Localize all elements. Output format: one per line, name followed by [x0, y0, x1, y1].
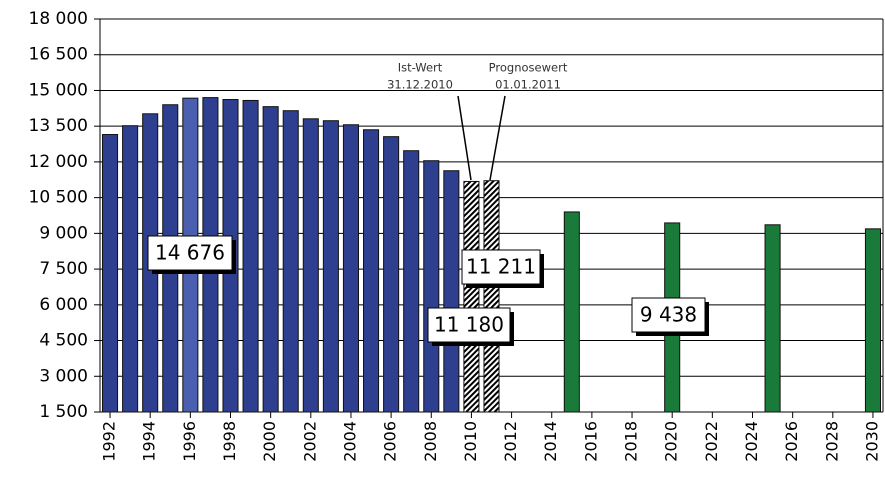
y-tick-label: 18 000 [29, 9, 88, 29]
x-tick-label: 1994 [140, 421, 159, 462]
value-label: 9 438 [640, 303, 697, 327]
y-tick-label: 15 000 [29, 80, 88, 100]
bar [764, 224, 781, 413]
annotation-line [457, 95, 472, 181]
bar [302, 118, 319, 413]
bar [262, 106, 279, 413]
annotation: 31.12.2010 [387, 78, 453, 92]
y-tick-label: 9 000 [39, 223, 88, 243]
value-label: 11 211 [466, 255, 536, 279]
y-tick-label: 4 500 [39, 331, 88, 351]
annotation: Prognosewert [489, 61, 568, 75]
y-tick-label: 6 000 [39, 295, 88, 315]
x-tick-label: 1996 [180, 421, 199, 462]
bar [342, 124, 359, 413]
annotation: Ist-Wert [398, 61, 443, 75]
value-label: 11 180 [434, 313, 504, 337]
x-tick-label: 2002 [300, 421, 319, 462]
x-tick-label: 2014 [541, 421, 560, 462]
x-tick-label: 2022 [702, 421, 721, 462]
bar [322, 120, 339, 413]
y-tick-label: 10 500 [29, 188, 88, 208]
x-tick-label: 2024 [742, 421, 761, 462]
bar [102, 134, 119, 413]
x-tick-label: 2018 [622, 421, 641, 462]
y-tick-label: 12 000 [29, 152, 88, 172]
bar [423, 160, 440, 413]
bar [282, 110, 299, 413]
y-tick-label: 13 500 [29, 116, 88, 136]
x-tick-label: 2012 [501, 421, 520, 462]
bar [242, 99, 259, 413]
x-tick-label: 2020 [662, 421, 681, 462]
label-box [427, 307, 511, 343]
bar [403, 150, 420, 413]
bar [122, 125, 139, 413]
x-tick-label: 2016 [581, 421, 600, 462]
bar [864, 228, 881, 413]
bar [483, 180, 500, 413]
x-tick-label: 2026 [782, 421, 801, 462]
value-label: 14 676 [155, 241, 225, 265]
annotation-line [489, 95, 506, 181]
x-tick-label: 1998 [220, 421, 239, 462]
bar [443, 170, 460, 413]
x-tick-label: 1992 [100, 421, 119, 462]
label-box [147, 235, 233, 271]
x-tick-label: 2028 [822, 421, 841, 462]
x-tick-label: 2004 [340, 421, 359, 462]
y-tick-label: 16 500 [29, 45, 88, 65]
y-tick-label: 7 500 [39, 259, 88, 279]
x-tick-label: 2006 [381, 421, 400, 462]
x-tick-label: 2008 [421, 421, 440, 462]
annotation: 01.01.2011 [495, 78, 561, 92]
label-box [461, 249, 541, 285]
x-tick-label: 2000 [260, 421, 279, 462]
bar [463, 180, 480, 413]
bar [383, 136, 400, 413]
x-tick-label: 2030 [862, 421, 881, 462]
label-box [631, 297, 706, 333]
y-tick-label: 3 000 [39, 366, 88, 386]
x-tick-label: 2010 [461, 421, 480, 462]
y-tick-label: 1 500 [39, 402, 88, 422]
bar [563, 211, 580, 413]
bar [363, 129, 380, 413]
